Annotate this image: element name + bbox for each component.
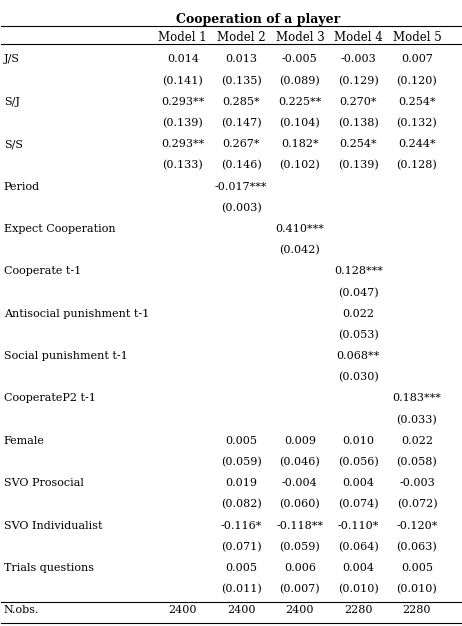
Text: -0.004: -0.004 (282, 478, 318, 488)
Text: -0.017***: -0.017*** (215, 182, 267, 192)
Text: (0.011): (0.011) (221, 584, 261, 595)
Text: 0.225**: 0.225** (278, 97, 322, 107)
Text: (0.056): (0.056) (338, 457, 378, 467)
Text: (0.139): (0.139) (163, 118, 203, 128)
Text: (0.058): (0.058) (396, 457, 438, 467)
Text: (0.059): (0.059) (221, 457, 261, 467)
Text: (0.033): (0.033) (396, 414, 438, 425)
Text: CooperateP2 t-1: CooperateP2 t-1 (4, 393, 96, 403)
Text: (0.053): (0.053) (338, 330, 378, 340)
Text: (0.141): (0.141) (163, 76, 203, 86)
Text: (0.071): (0.071) (221, 541, 261, 552)
Text: 0.005: 0.005 (225, 563, 257, 573)
Text: 0.285*: 0.285* (222, 97, 260, 107)
Text: -0.118**: -0.118** (276, 521, 323, 530)
Text: Social punishment t-1: Social punishment t-1 (4, 351, 128, 361)
Text: -0.120*: -0.120* (396, 521, 438, 530)
Text: (0.010): (0.010) (338, 584, 378, 595)
Text: 2400: 2400 (286, 605, 314, 615)
Text: (0.059): (0.059) (280, 541, 320, 552)
Text: (0.003): (0.003) (221, 203, 261, 213)
Text: (0.089): (0.089) (280, 76, 320, 86)
Text: 0.254*: 0.254* (398, 97, 436, 107)
Text: Cooperate t-1: Cooperate t-1 (4, 266, 81, 276)
Text: Antisocial punishment t-1: Antisocial punishment t-1 (4, 309, 149, 319)
Text: (0.082): (0.082) (221, 500, 261, 510)
Text: (0.129): (0.129) (338, 76, 378, 86)
Text: (0.060): (0.060) (280, 500, 320, 510)
Text: 0.005: 0.005 (225, 436, 257, 446)
Text: 2400: 2400 (227, 605, 255, 615)
Text: 0.410***: 0.410*** (275, 224, 324, 234)
Text: -0.005: -0.005 (282, 54, 318, 64)
Text: Female: Female (4, 436, 44, 446)
Text: (0.074): (0.074) (338, 500, 378, 510)
Text: Model 5: Model 5 (393, 31, 441, 44)
Text: (0.102): (0.102) (280, 160, 320, 171)
Text: Model 3: Model 3 (275, 31, 324, 44)
Text: 0.128***: 0.128*** (334, 266, 383, 276)
Text: (0.120): (0.120) (396, 76, 438, 86)
Text: 0.267*: 0.267* (222, 139, 260, 149)
Text: 0.007: 0.007 (401, 54, 433, 64)
Text: Model 1: Model 1 (158, 31, 207, 44)
Text: Period: Period (4, 182, 40, 192)
Text: (0.007): (0.007) (280, 584, 320, 595)
Text: 0.004: 0.004 (342, 478, 374, 488)
Text: 0.014: 0.014 (167, 54, 199, 64)
Text: (0.139): (0.139) (338, 160, 378, 171)
Text: (0.063): (0.063) (396, 541, 438, 552)
Text: 0.005: 0.005 (401, 563, 433, 573)
Text: Expect Cooperation: Expect Cooperation (4, 224, 116, 234)
Text: 2280: 2280 (344, 605, 372, 615)
Text: Model 2: Model 2 (217, 31, 265, 44)
Text: 0.022: 0.022 (401, 436, 433, 446)
Text: (0.146): (0.146) (221, 160, 261, 171)
Text: 0.293**: 0.293** (161, 139, 204, 149)
Text: (0.104): (0.104) (280, 118, 320, 128)
Text: -0.110*: -0.110* (338, 521, 379, 530)
Text: N.obs.: N.obs. (4, 605, 39, 615)
Text: 2400: 2400 (169, 605, 197, 615)
Text: 0.183***: 0.183*** (393, 393, 441, 403)
Text: (0.135): (0.135) (221, 76, 261, 86)
Text: 0.293**: 0.293** (161, 97, 204, 107)
Text: 0.068**: 0.068** (337, 351, 380, 361)
Text: (0.147): (0.147) (221, 118, 261, 128)
Text: Cooperation of a player: Cooperation of a player (176, 13, 340, 26)
Text: 0.244*: 0.244* (398, 139, 436, 149)
Text: SVO Prosocial: SVO Prosocial (4, 478, 84, 488)
Text: 0.009: 0.009 (284, 436, 316, 446)
Text: SVO Individualist: SVO Individualist (4, 521, 102, 530)
Text: (0.064): (0.064) (338, 541, 378, 552)
Text: (0.047): (0.047) (338, 287, 378, 298)
Text: 0.270*: 0.270* (340, 97, 377, 107)
Text: (0.132): (0.132) (396, 118, 438, 128)
Text: 0.004: 0.004 (342, 563, 374, 573)
Text: 0.182*: 0.182* (281, 139, 319, 149)
Text: (0.072): (0.072) (397, 500, 438, 510)
Text: -0.003: -0.003 (340, 54, 376, 64)
Text: (0.046): (0.046) (280, 457, 320, 467)
Text: (0.030): (0.030) (338, 372, 378, 382)
Text: 0.010: 0.010 (342, 436, 374, 446)
Text: 0.019: 0.019 (225, 478, 257, 488)
Text: (0.128): (0.128) (396, 160, 438, 171)
Text: (0.138): (0.138) (338, 118, 378, 128)
Text: S/J: S/J (4, 97, 20, 107)
Text: (0.042): (0.042) (280, 245, 320, 255)
Text: J/S: J/S (4, 54, 20, 64)
Text: (0.010): (0.010) (396, 584, 438, 595)
Text: (0.133): (0.133) (163, 160, 203, 171)
Text: -0.003: -0.003 (399, 478, 435, 488)
Text: 0.022: 0.022 (342, 309, 374, 319)
Text: -0.116*: -0.116* (220, 521, 262, 530)
Text: 0.006: 0.006 (284, 563, 316, 573)
Text: 0.254*: 0.254* (340, 139, 377, 149)
Text: S/S: S/S (4, 139, 23, 149)
Text: Trials questions: Trials questions (4, 563, 94, 573)
Text: 2280: 2280 (403, 605, 431, 615)
Text: 0.013: 0.013 (225, 54, 257, 64)
Text: Model 4: Model 4 (334, 31, 383, 44)
